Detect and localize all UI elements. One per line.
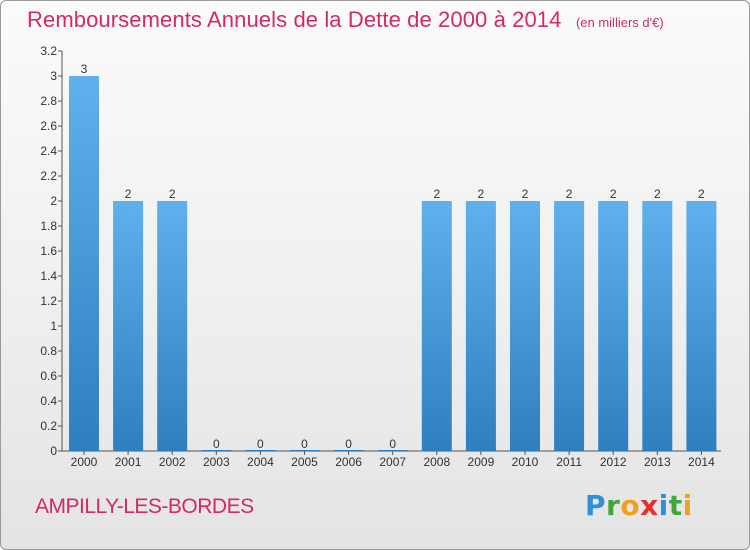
title-row: Remboursements Annuels de la Dette de 20… xyxy=(27,7,664,33)
bar xyxy=(554,201,585,451)
bar xyxy=(421,201,452,451)
x-tick-label: 2005 xyxy=(291,455,318,469)
x-tick-label: 2011 xyxy=(556,455,582,469)
bar-value-label: 2 xyxy=(698,187,705,201)
y-tick-label: 1.4 xyxy=(40,269,57,283)
bar-value-label: 2 xyxy=(566,187,573,201)
logo-letter: i xyxy=(682,489,693,522)
x-tick-label: 2003 xyxy=(203,455,230,469)
chart-title: Remboursements Annuels de la Dette de 20… xyxy=(27,7,562,32)
x-tick-label: 2006 xyxy=(335,455,362,469)
bar-value-label: 2 xyxy=(522,187,529,201)
bar-value-label: 2 xyxy=(125,187,132,201)
y-tick-label: 0.4 xyxy=(40,394,57,408)
y-tick-label: 2.2 xyxy=(40,169,57,183)
bar xyxy=(642,201,673,451)
bar xyxy=(157,201,188,451)
logo-letter: t xyxy=(668,489,683,522)
y-tick-label: 0.6 xyxy=(40,369,57,383)
y-tick-label: 1.6 xyxy=(40,244,57,258)
bar xyxy=(69,76,99,451)
logo-letter: P xyxy=(585,489,607,522)
bar-value-label: 0 xyxy=(301,437,308,451)
y-tick-label: 0 xyxy=(50,444,57,458)
proxiti-logo[interactable]: Proxiti xyxy=(585,489,693,522)
logo-letter: x xyxy=(640,489,659,522)
y-tick-label: 0.8 xyxy=(40,344,57,358)
logo-letter: i xyxy=(658,489,669,522)
y-tick-label: 2.8 xyxy=(40,94,57,108)
bar xyxy=(465,201,496,451)
x-tick-label: 2002 xyxy=(159,455,186,469)
bar-value-label: 3 xyxy=(81,62,88,76)
y-tick-label: 1.8 xyxy=(40,219,57,233)
x-tick-label: 2001 xyxy=(115,455,142,469)
commune-name: AMPILLY-LES-BORDES xyxy=(35,495,254,518)
bar-value-label: 2 xyxy=(433,187,440,201)
y-tick-label: 2 xyxy=(50,194,57,208)
bar-value-label: 2 xyxy=(610,187,617,201)
y-tick-label: 1 xyxy=(50,319,57,333)
y-tick-label: 0.2 xyxy=(40,419,57,433)
bar-value-label: 0 xyxy=(389,437,396,451)
x-tick-label: 2012 xyxy=(600,455,627,469)
x-tick-label: 2008 xyxy=(423,455,450,469)
bar xyxy=(113,201,144,451)
x-tick-label: 2010 xyxy=(512,455,539,469)
x-tick-label: 2013 xyxy=(644,455,671,469)
bar-value-label: 0 xyxy=(345,437,352,451)
y-tick-label: 2.6 xyxy=(40,119,57,133)
bar xyxy=(510,201,540,451)
logo-letter: r xyxy=(606,489,621,522)
x-tick-label: 2007 xyxy=(379,455,406,469)
chart-subtitle: (en milliers d'€) xyxy=(575,15,664,30)
y-tick-label: 2.4 xyxy=(40,144,57,158)
bar-value-label: 2 xyxy=(478,187,485,201)
y-tick-label: 3 xyxy=(50,69,57,83)
x-tick-label: 2004 xyxy=(247,455,274,469)
bar xyxy=(598,201,629,451)
bar-value-label: 0 xyxy=(213,437,220,451)
bar-value-label: 2 xyxy=(654,187,661,201)
bar-value-label: 0 xyxy=(257,437,264,451)
x-tick-label: 2009 xyxy=(468,455,495,469)
bar xyxy=(686,201,717,451)
y-tick-label: 1.2 xyxy=(40,294,57,308)
y-tick-label: 3.2 xyxy=(40,44,57,58)
x-tick-label: 2000 xyxy=(71,455,98,469)
x-tick-label: 2014 xyxy=(688,455,715,469)
bar-value-label: 2 xyxy=(169,187,176,201)
logo-letter: o xyxy=(620,489,641,522)
